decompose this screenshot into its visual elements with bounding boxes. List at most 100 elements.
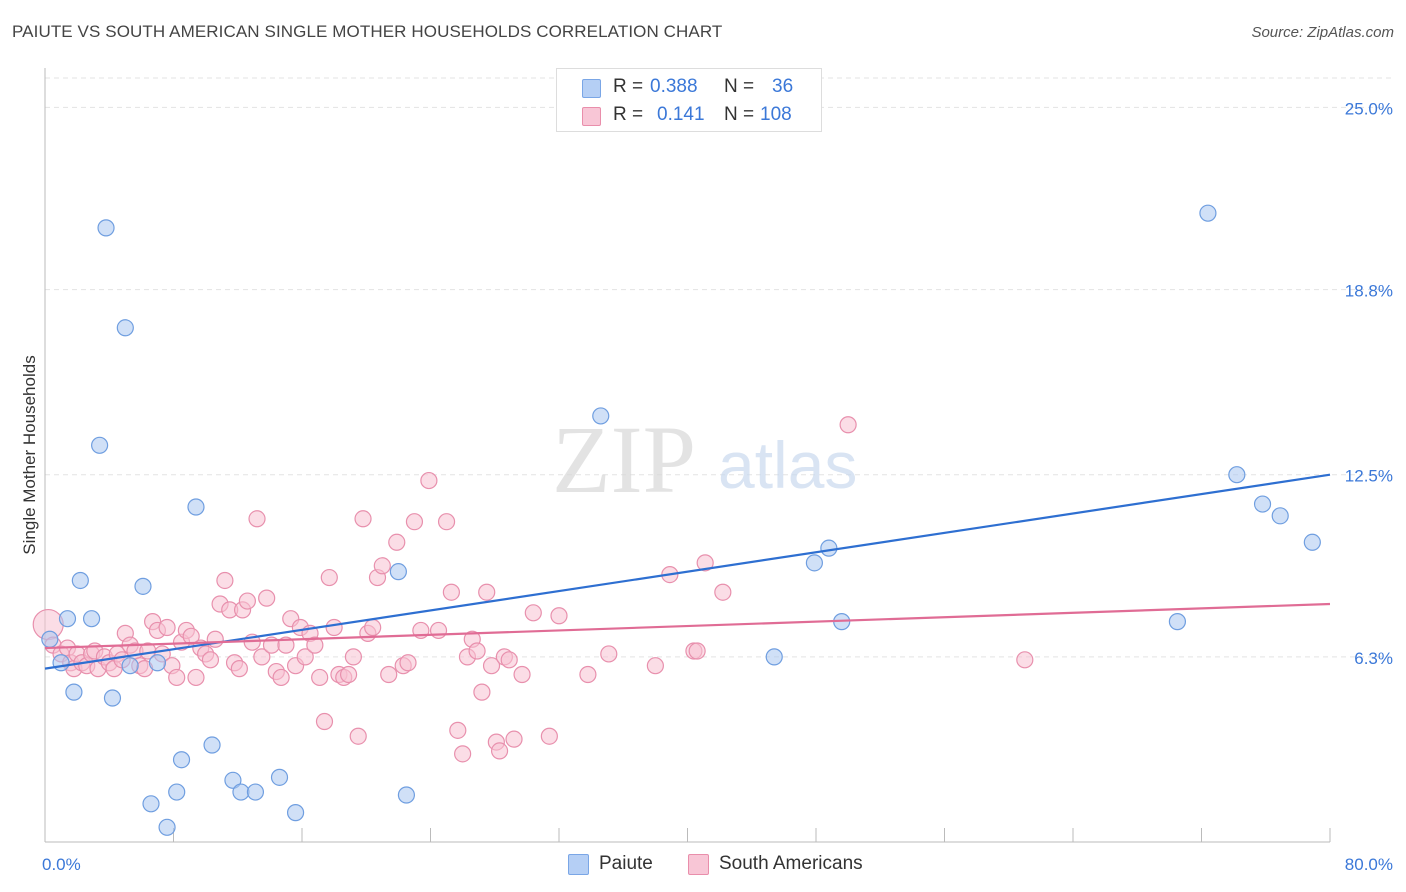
point-south-americans [579,665,597,684]
point-paiute [91,436,109,454]
point-south-americans [201,651,220,669]
point-paiute [389,563,407,581]
point-paiute [142,795,160,813]
point-south-americans [253,648,271,666]
point-paiute [116,319,134,337]
point-south-americans [646,657,664,675]
point-paiute [1168,613,1187,631]
legend-r-label: R = [613,76,644,97]
grid-lines [45,77,1392,658]
point-paiute [270,768,289,786]
point-south-americans [238,592,256,610]
point-south-americans [277,636,295,654]
x-tick-labels: 0.0% 80.0% [42,855,1393,874]
point-south-americans [399,654,417,672]
point-paiute [286,804,305,822]
y-tick-label: 12.5% [1345,467,1393,486]
point-south-americans [187,668,205,687]
chart-title: PAIUTE VS SOUTH AMERICAN SINGLE MOTHER H… [12,22,723,41]
point-paiute [65,683,83,701]
point-south-americans [344,648,362,666]
point-south-americans [315,712,334,731]
point-south-americans [339,665,358,684]
point-south-americans [478,583,496,601]
point-paiute [158,818,176,836]
point-south-americans [248,510,266,528]
point-south-americans [168,668,186,687]
y-tick-labels: 6.3% 12.5% 18.8% 25.0% [1345,99,1393,667]
point-south-americans [437,513,456,531]
point-paiute [168,783,186,801]
point-paiute [805,554,823,572]
point-paiute [52,654,70,672]
point-south-americans [380,665,398,684]
legend-n-value: 108 [760,104,792,125]
x-tick-label-max: 80.0% [1345,855,1393,874]
point-paiute [1271,507,1289,525]
point-paiute [820,539,838,557]
point-south-americans [306,636,324,654]
point-paiute [71,571,89,590]
source-label: Source: ZipAtlas.com [1251,24,1394,41]
point-paiute [148,654,167,672]
watermark-zip: ZIP [552,406,696,513]
trend-lines [44,473,1331,670]
point-south-americans [490,742,509,760]
point-paiute [224,771,242,789]
point-south-americans [513,665,531,684]
legend-n-label: N = [724,76,755,97]
point-south-americans [449,721,467,739]
legend-r-value: 0.388 [650,76,698,97]
point-south-americans [349,727,367,745]
point-south-americans [405,513,424,531]
point-paiute [397,786,416,804]
point-south-americans [482,657,501,675]
point-south-americans [311,668,329,687]
bottom-legend-swatch-south-americans [688,854,709,875]
axes [44,68,1331,843]
point-paiute [134,577,152,595]
y-tick-label: 25.0% [1345,99,1393,118]
point-paiute [1303,533,1321,551]
point-paiute [203,736,221,754]
point-south-americans [158,618,176,637]
point-south-americans [354,510,372,528]
point-south-americans [364,618,382,637]
point-paiute [97,219,115,237]
trendline-south-americans [44,602,1331,650]
legend-n-label: N = [724,104,755,125]
point-paiute [246,783,265,801]
point-south-americans [216,571,234,590]
y-axis-title: Single Mother Households [20,355,39,554]
point-south-americans [272,668,290,687]
point-south-americans [454,745,472,763]
point-paiute [592,407,610,425]
point-paiute [82,610,101,628]
x-tick-label-min: 0.0% [42,855,81,874]
point-south-americans [420,471,438,490]
point-paiute [172,751,191,769]
point-paiute [121,657,139,675]
point-south-americans [473,683,491,701]
point-south-americans [500,651,518,669]
y-tick-label: 18.8% [1345,282,1393,301]
legend-r-value: 0.141 [657,104,705,125]
legend-row-paiute: R = 0.388 N = 36 [557,73,821,99]
legend-box: R = 0.388 N = 36 R = 0.141 N = 108 [556,68,822,132]
point-south-americans [600,645,618,663]
point-paiute [58,610,77,628]
point-south-americans [688,642,706,660]
point-south-americans [388,533,406,551]
point-south-americans [1016,651,1034,669]
point-south-americans [839,416,857,434]
point-south-americans [325,618,343,637]
point-south-americans [320,568,338,587]
point-paiute [232,783,250,801]
point-paiute [1228,466,1246,484]
legend-n-value: 36 [772,76,794,97]
point-south-americans [442,583,460,601]
legend-swatch-south-americans [582,107,601,126]
point-south-americans [258,589,276,607]
bottom-legend-label-south-americans: South Americans [719,853,863,874]
legend-r-label: R = [613,104,644,125]
